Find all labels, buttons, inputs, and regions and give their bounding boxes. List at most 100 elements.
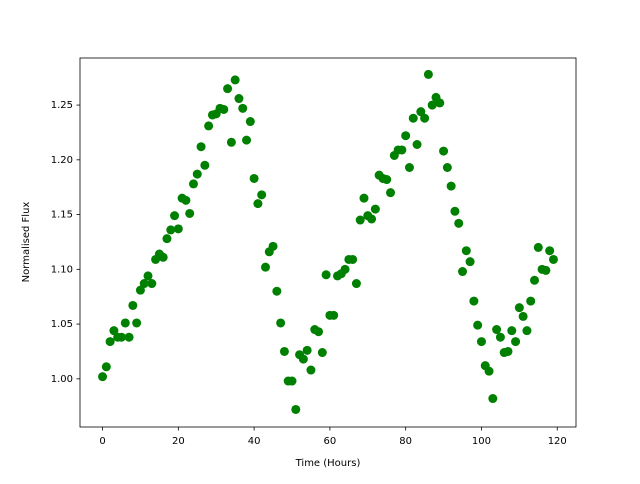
point <box>518 311 528 321</box>
point <box>340 264 350 274</box>
point <box>166 225 176 235</box>
x-tick-label: 0 <box>99 436 105 447</box>
point <box>473 320 483 330</box>
point <box>420 113 430 123</box>
point <box>461 246 471 256</box>
point <box>223 84 233 94</box>
point <box>306 365 316 375</box>
point <box>404 162 414 172</box>
point <box>272 286 282 296</box>
point <box>382 175 392 185</box>
point <box>170 211 180 221</box>
y-tick-label: 1.20 <box>51 155 73 166</box>
y-tick-label: 1.25 <box>51 100 73 111</box>
y-tick-label: 1.00 <box>51 374 73 385</box>
point <box>511 337 521 347</box>
x-tick-label: 100 <box>472 436 491 447</box>
point <box>469 296 479 306</box>
x-tick-label: 120 <box>548 436 567 447</box>
point <box>439 146 449 156</box>
point <box>253 199 263 209</box>
point <box>541 265 551 275</box>
point <box>242 135 252 145</box>
point <box>298 354 308 364</box>
point <box>173 224 183 234</box>
point <box>545 246 555 256</box>
point <box>370 204 380 214</box>
point <box>185 208 195 218</box>
point <box>465 257 475 267</box>
point <box>503 346 513 356</box>
point <box>359 193 369 203</box>
point <box>249 173 259 183</box>
point <box>268 241 278 251</box>
point <box>143 271 153 281</box>
point <box>196 142 206 152</box>
point <box>230 75 240 85</box>
point <box>533 242 543 252</box>
point <box>530 275 540 285</box>
point <box>526 296 536 306</box>
point <box>120 318 130 328</box>
point <box>158 252 168 262</box>
point <box>98 372 108 382</box>
point <box>454 218 464 228</box>
point <box>132 318 142 328</box>
point <box>291 404 301 414</box>
point <box>200 160 210 170</box>
y-tick-label: 1.15 <box>51 210 73 221</box>
point <box>317 348 327 358</box>
x-tick-label: 40 <box>248 436 261 447</box>
point <box>101 362 111 372</box>
point <box>427 100 437 110</box>
point <box>321 270 331 280</box>
point <box>204 121 214 131</box>
point <box>416 107 426 117</box>
point <box>351 279 361 289</box>
point <box>109 326 119 336</box>
point <box>257 190 267 200</box>
point <box>279 346 289 356</box>
x-tick-label: 20 <box>172 436 185 447</box>
point <box>238 103 248 113</box>
point <box>276 318 286 328</box>
point <box>355 215 365 225</box>
point <box>476 337 486 347</box>
point <box>514 303 524 313</box>
point <box>488 394 498 404</box>
point <box>458 267 468 277</box>
point <box>105 337 115 347</box>
y-tick-label: 1.05 <box>51 319 73 330</box>
point <box>348 254 358 264</box>
point <box>435 98 445 108</box>
point <box>128 300 138 310</box>
point <box>386 188 396 198</box>
point <box>423 69 433 79</box>
x-tick-label: 60 <box>324 436 337 447</box>
y-tick-label: 1.10 <box>51 264 73 275</box>
point <box>412 140 422 150</box>
point <box>116 332 126 342</box>
point <box>522 326 532 336</box>
point <box>192 169 202 179</box>
point <box>147 279 157 289</box>
point <box>245 117 255 127</box>
point <box>329 310 339 320</box>
point <box>260 262 270 272</box>
point <box>492 325 502 335</box>
point <box>495 332 505 342</box>
point <box>446 181 456 191</box>
point <box>548 254 558 264</box>
point <box>135 285 145 295</box>
point <box>139 279 149 289</box>
point <box>314 327 324 337</box>
y-axis-label: Normalised Flux <box>21 202 32 283</box>
point <box>507 326 517 336</box>
axes-frame <box>79 57 577 428</box>
point <box>401 131 411 141</box>
point <box>287 376 297 386</box>
point <box>234 94 244 104</box>
point <box>226 137 236 147</box>
point <box>442 162 452 172</box>
